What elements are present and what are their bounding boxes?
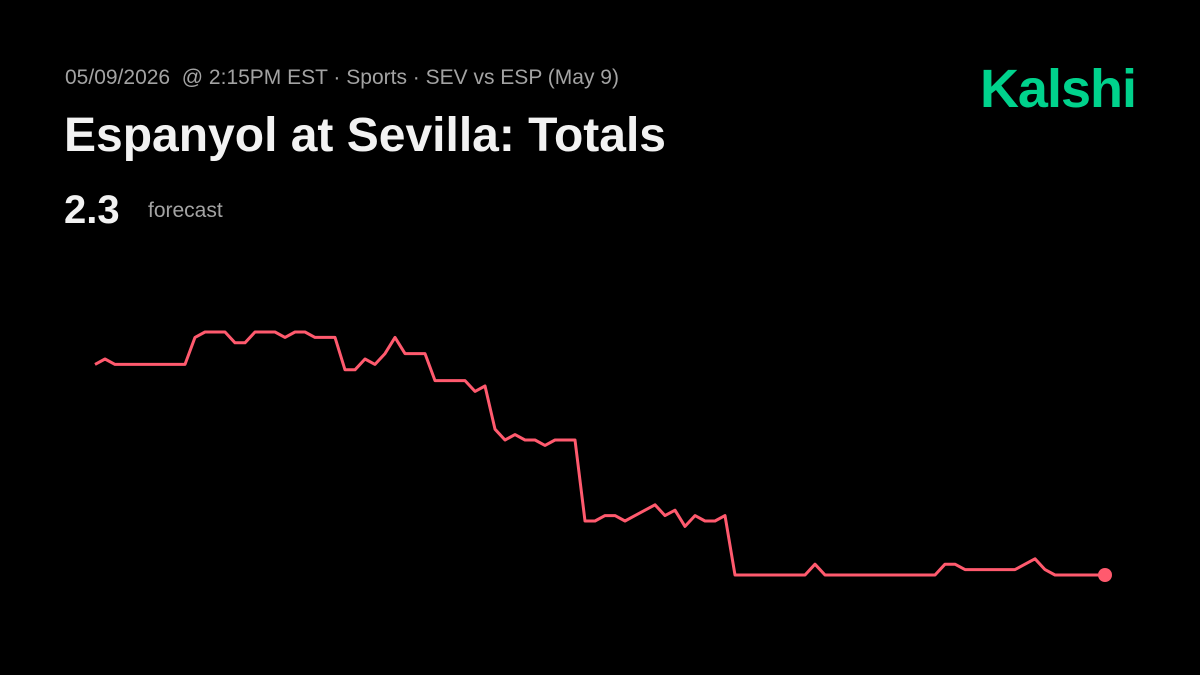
end-dot: [1098, 568, 1112, 582]
chart-title: Espanyol at Sevilla: Totals: [64, 109, 666, 162]
forecast-label: forecast: [148, 199, 223, 222]
subtitle: 05/09/2026 @ 2:15PM EST · Sports · SEV v…: [65, 66, 619, 89]
forecast-value: 2.3: [64, 188, 120, 232]
brand-logo: Kalshi: [979, 59, 1137, 119]
line: [94, 330, 1105, 577]
